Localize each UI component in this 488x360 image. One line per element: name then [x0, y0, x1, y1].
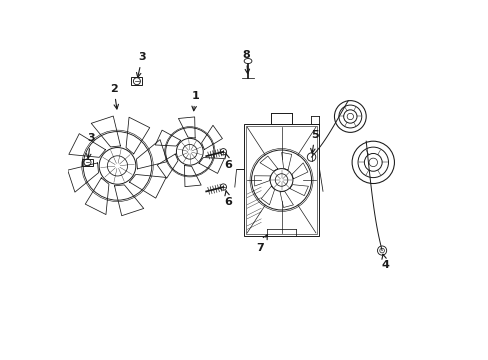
Ellipse shape: [244, 58, 251, 64]
Text: 2: 2: [110, 84, 118, 109]
Bar: [243, 123, 319, 237]
Text: 7: 7: [256, 235, 267, 253]
Text: 3: 3: [136, 52, 146, 77]
Text: 1: 1: [191, 91, 199, 111]
Text: 6: 6: [224, 191, 232, 207]
Circle shape: [220, 184, 226, 190]
Circle shape: [220, 149, 226, 155]
Text: 3: 3: [86, 133, 95, 158]
Text: 8: 8: [242, 50, 250, 74]
Text: 5: 5: [310, 130, 318, 153]
Text: 6: 6: [224, 154, 232, 170]
Bar: [246, 126, 316, 234]
Text: 4: 4: [381, 254, 389, 270]
